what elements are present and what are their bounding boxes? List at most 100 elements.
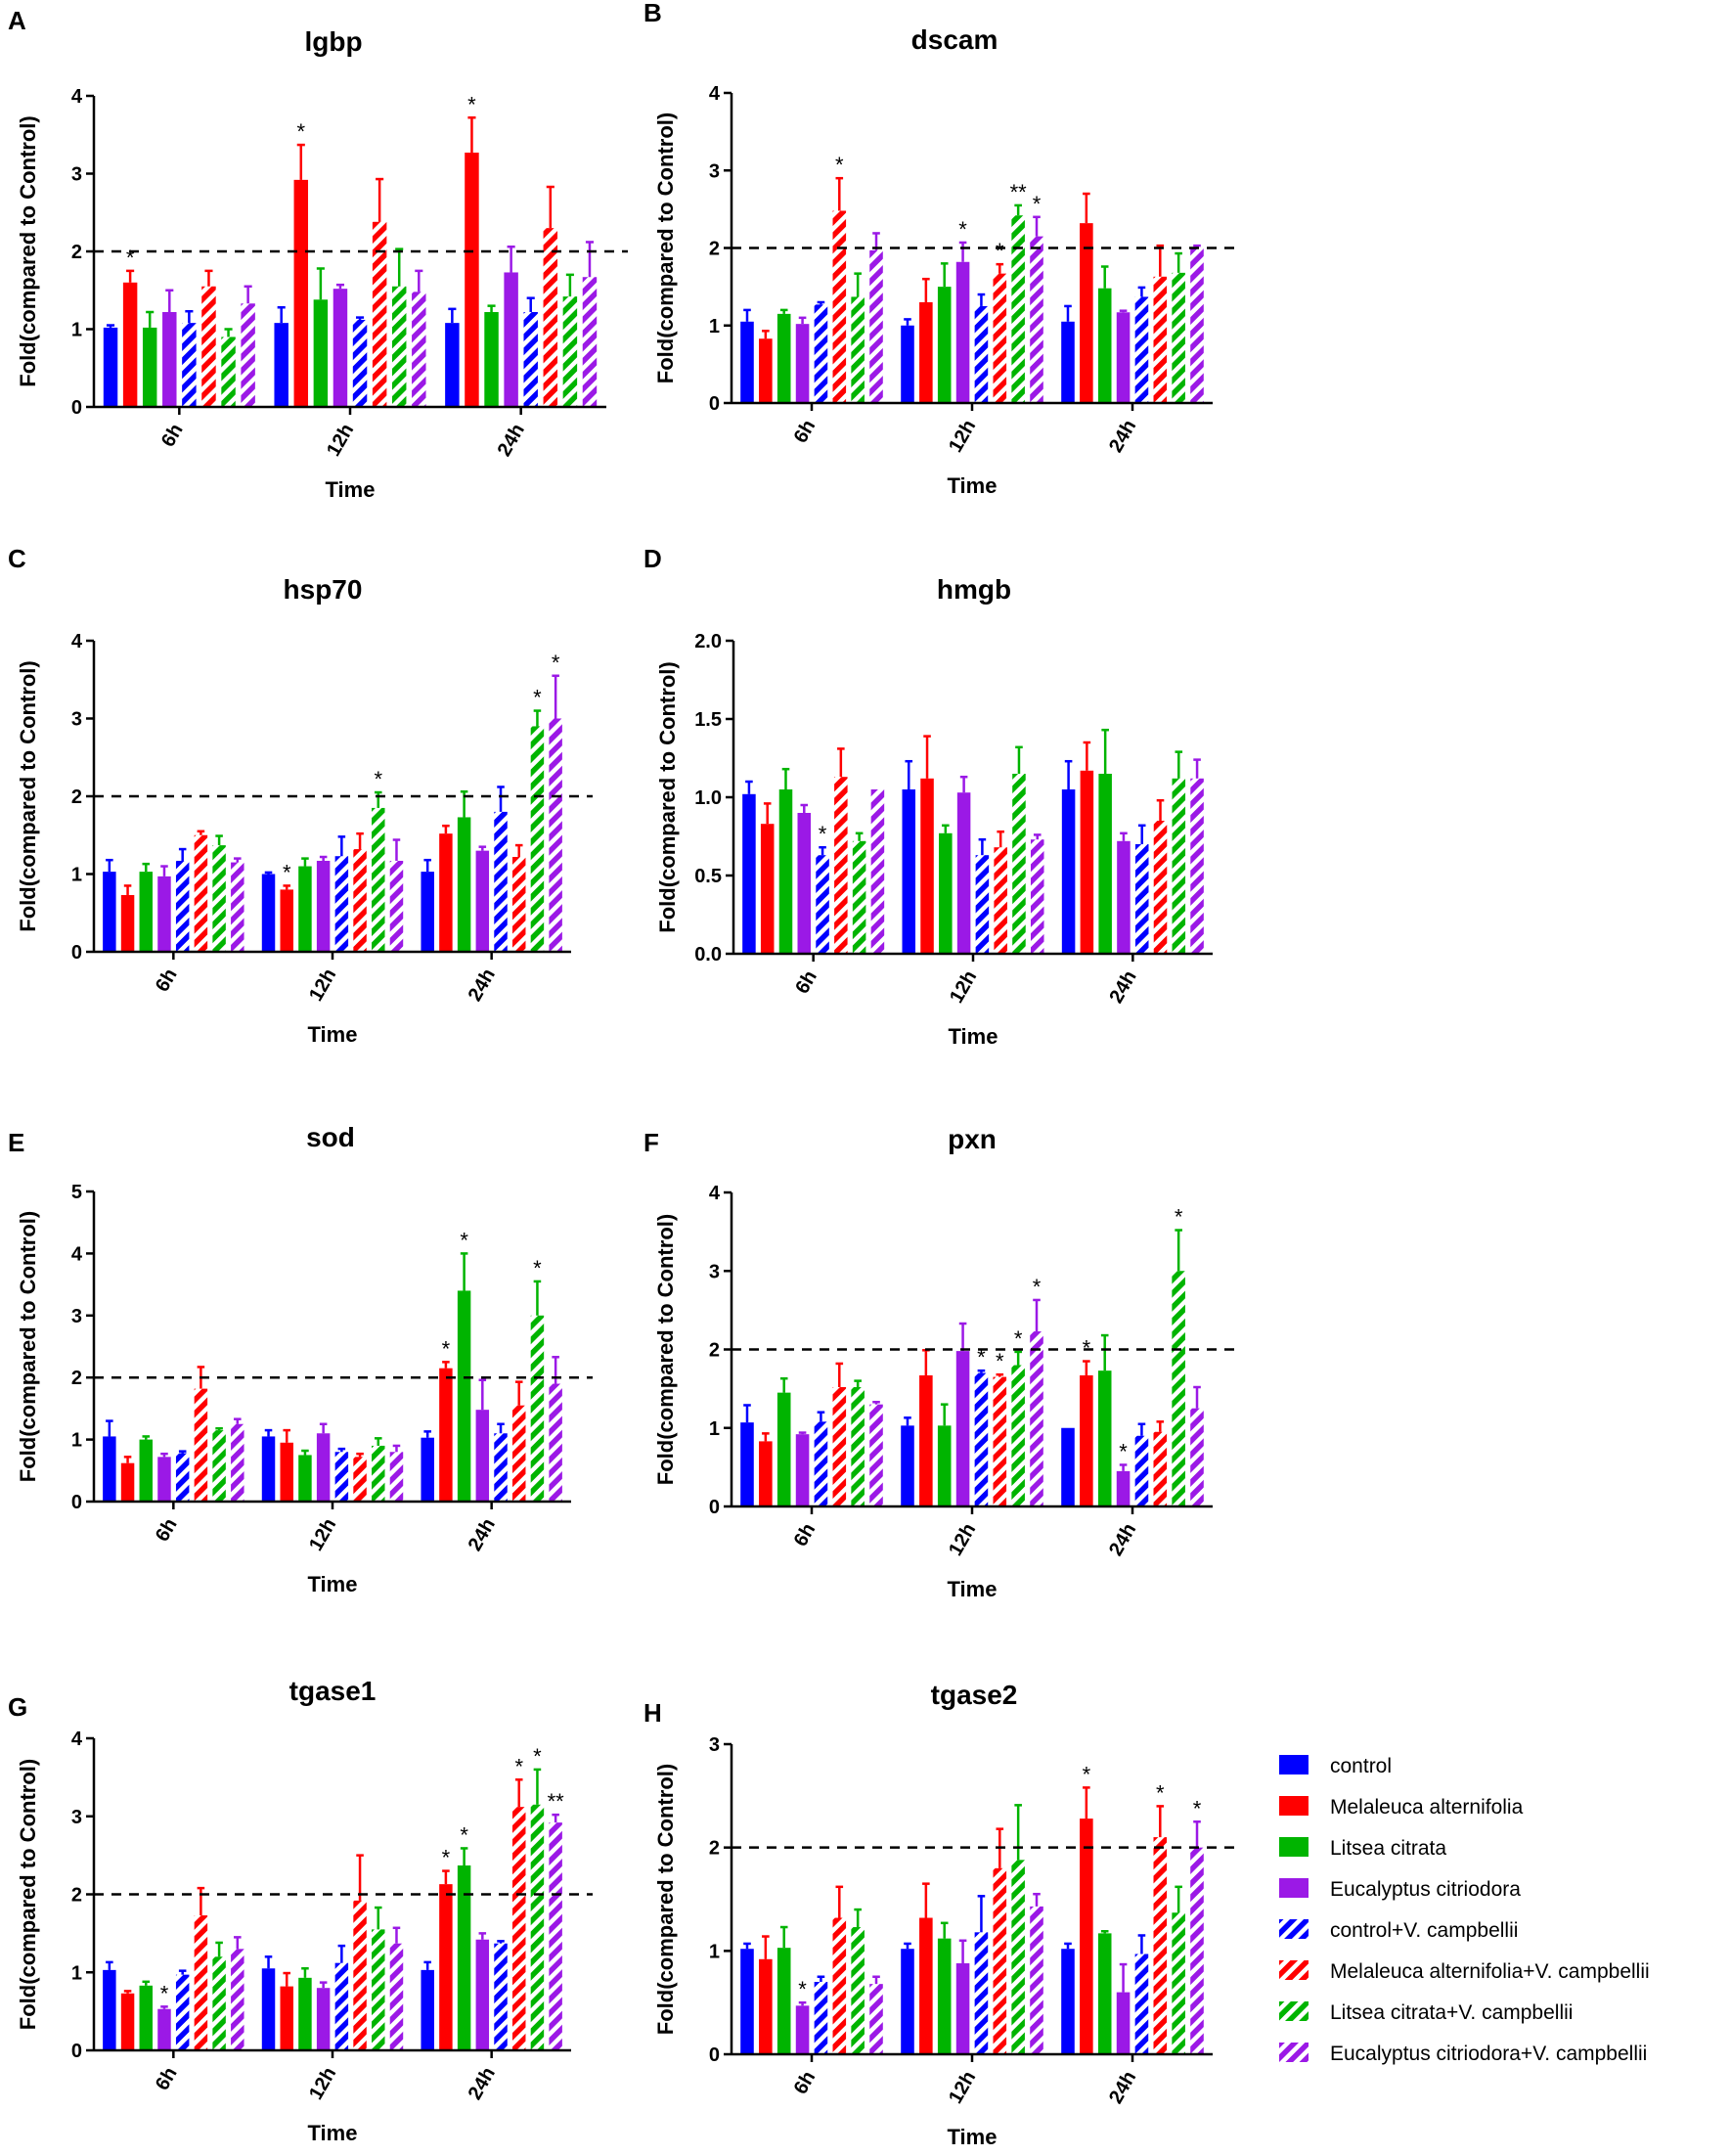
bar-control-12h bbox=[261, 1968, 276, 2050]
bar-eucalyptus-citriodora-v-campbellii-12h bbox=[1030, 1331, 1043, 1506]
bar-melaleuca-alternifolia-v-campbellii-6h bbox=[834, 777, 848, 954]
bar-melaleuca-alternifolia-v-campbellii-24h bbox=[511, 857, 526, 952]
significance-star: * bbox=[533, 686, 542, 710]
legend-swatch bbox=[1279, 2001, 1309, 2021]
bar-litsea-citrata-v-campbellii-12h bbox=[1011, 1860, 1025, 2054]
bar-control-v-campbellii-24h bbox=[494, 1433, 508, 1502]
significance-star: * bbox=[126, 246, 135, 270]
bar-litsea-citrata-6h bbox=[776, 313, 791, 403]
y-tick-label: 3 bbox=[71, 164, 82, 186]
bar-melaleuca-alternifolia-12h bbox=[280, 1986, 293, 2050]
y-tick-label: 1.0 bbox=[694, 787, 722, 809]
bar-litsea-citrata-6h bbox=[776, 1392, 791, 1506]
bar-eucalyptus-citriodora-v-campbellii-6h bbox=[869, 1984, 883, 2054]
bar-litsea-citrata-v-campbellii-12h bbox=[391, 286, 407, 407]
bar-melaleuca-alternifolia-v-campbellii-12h bbox=[372, 221, 387, 407]
bar-control-12h bbox=[274, 323, 288, 407]
x-tick-label: 12h bbox=[305, 1515, 340, 1555]
y-tick-label: 2 bbox=[71, 1885, 82, 1907]
significance-star: * bbox=[1033, 192, 1042, 216]
bar-litsea-citrata-24h bbox=[1098, 774, 1112, 954]
y-tick-label: 5 bbox=[71, 1182, 82, 1203]
bar-litsea-citrata-24h bbox=[457, 1864, 471, 2050]
y-tick-label: 0.5 bbox=[694, 866, 722, 887]
bar-litsea-citrata-v-campbellii-24h bbox=[562, 296, 578, 407]
y-tick-label: 1.5 bbox=[694, 709, 722, 731]
x-tick-label: 6h bbox=[152, 1515, 182, 1546]
bar-control-v-campbellii-24h bbox=[523, 312, 538, 407]
bar-eucalyptus-citriodora-12h bbox=[316, 1988, 331, 2050]
panel-letter: G bbox=[8, 1692, 27, 1722]
y-tick-label: 1 bbox=[71, 865, 82, 886]
significance-star: * bbox=[1014, 1326, 1023, 1351]
bar-eucalyptus-citriodora-24h bbox=[1116, 1470, 1131, 1506]
bar-control-v-campbellii-12h bbox=[352, 319, 368, 407]
bar-litsea-citrata-6h bbox=[142, 327, 157, 407]
bar-control-6h bbox=[103, 872, 116, 952]
bar-litsea-citrata-24h bbox=[457, 817, 471, 952]
y-tick-label: 2 bbox=[71, 786, 82, 808]
x-tick-label: 12h bbox=[305, 966, 340, 1006]
x-tick-label: 24h bbox=[494, 421, 529, 461]
y-tick-label: 4 bbox=[709, 1183, 721, 1204]
y-tick-label: 0 bbox=[709, 2044, 720, 2066]
bar-control-v-campbellii-6h bbox=[814, 1982, 828, 2054]
y-tick-label: 1 bbox=[709, 316, 720, 337]
bar-litsea-citrata-v-campbellii-24h bbox=[1172, 272, 1185, 403]
bar-eucalyptus-citriodora-v-campbellii-24h bbox=[1190, 1408, 1204, 1506]
bar-control-24h bbox=[1061, 1427, 1075, 1506]
y-axis-label: Fold(compared to Control) bbox=[16, 660, 40, 931]
bar-litsea-citrata-24h bbox=[1097, 1933, 1112, 2054]
panel-letter: H bbox=[643, 1698, 662, 1728]
legend-swatch bbox=[1279, 1960, 1309, 1980]
bar-control-12h bbox=[261, 874, 276, 952]
x-tick-label: 24h bbox=[465, 1515, 500, 1555]
bar-control-v-campbellii-12h bbox=[974, 1372, 989, 1506]
x-tick-label: 24h bbox=[1105, 2068, 1140, 2108]
bar-melaleuca-alternifolia-v-campbellii-6h bbox=[201, 286, 216, 407]
chart-title: pxn bbox=[948, 1124, 997, 1154]
significance-star: * bbox=[283, 860, 291, 884]
bar-control-6h bbox=[103, 1436, 116, 1502]
bar-melaleuca-alternifolia-24h bbox=[1080, 1819, 1093, 2054]
bar-control-v-campbellii-12h bbox=[334, 1962, 349, 2050]
bar-eucalyptus-citriodora-12h bbox=[316, 1433, 331, 1502]
bar-litsea-citrata-v-campbellii-24h bbox=[1172, 1271, 1185, 1506]
bar-melaleuca-alternifolia-v-campbellii-24h bbox=[1153, 1837, 1168, 2054]
bar-eucalyptus-citriodora-6h bbox=[795, 324, 810, 403]
bar-litsea-citrata-12h bbox=[937, 287, 952, 403]
bar-litsea-citrata-24h bbox=[1097, 1370, 1112, 1506]
x-axis-label: Time bbox=[308, 1572, 358, 1596]
bar-control-12h bbox=[261, 1436, 276, 1502]
x-tick-label: 24h bbox=[1105, 967, 1140, 1008]
bar-litsea-citrata-v-campbellii-24h bbox=[1172, 778, 1186, 954]
significance-star: * bbox=[533, 1256, 542, 1280]
legend-item-litsea-citrata-v-campbellii: Litsea citrata+V. campbellii bbox=[1279, 2001, 1573, 2024]
bar-litsea-citrata-v-campbellii-12h bbox=[372, 1929, 385, 2050]
y-axis-label: Fold(compared to Control) bbox=[16, 115, 40, 386]
bar-control-v-campbellii-12h bbox=[974, 1932, 989, 2054]
bar-control-v-campbellii-6h bbox=[814, 1421, 828, 1506]
legend: control Melaleuca alternifolia Litsea citr… bbox=[1279, 1755, 1650, 2065]
bar-eucalyptus-citriodora-v-campbellii-6h bbox=[869, 1404, 883, 1506]
bar-melaleuca-alternifolia-v-campbellii-24h bbox=[511, 1807, 526, 2050]
significance-star: * bbox=[297, 119, 306, 144]
bar-litsea-citrata-12h bbox=[937, 1425, 952, 1506]
bar-litsea-citrata-v-campbellii-12h bbox=[1012, 774, 1026, 954]
bar-melaleuca-alternifolia-24h bbox=[1080, 223, 1093, 403]
x-tick-label: 6h bbox=[152, 2064, 182, 2094]
bar-eucalyptus-citriodora-24h bbox=[1117, 840, 1131, 954]
y-tick-label: 0 bbox=[709, 393, 720, 415]
bar-control-24h bbox=[1061, 1949, 1075, 2054]
significance-star: ** bbox=[1010, 180, 1028, 204]
bar-melaleuca-alternifolia-v-campbellii-12h bbox=[353, 849, 367, 952]
bar-control-24h bbox=[421, 872, 434, 952]
bar-litsea-citrata-v-campbellii-12h bbox=[1011, 1365, 1025, 1506]
bar-eucalyptus-citriodora-12h bbox=[333, 289, 348, 407]
bar-melaleuca-alternifolia-24h bbox=[1080, 1374, 1093, 1506]
bar-control-v-campbellii-24h bbox=[1134, 1435, 1149, 1506]
bar-litsea-citrata-12h bbox=[939, 832, 953, 954]
